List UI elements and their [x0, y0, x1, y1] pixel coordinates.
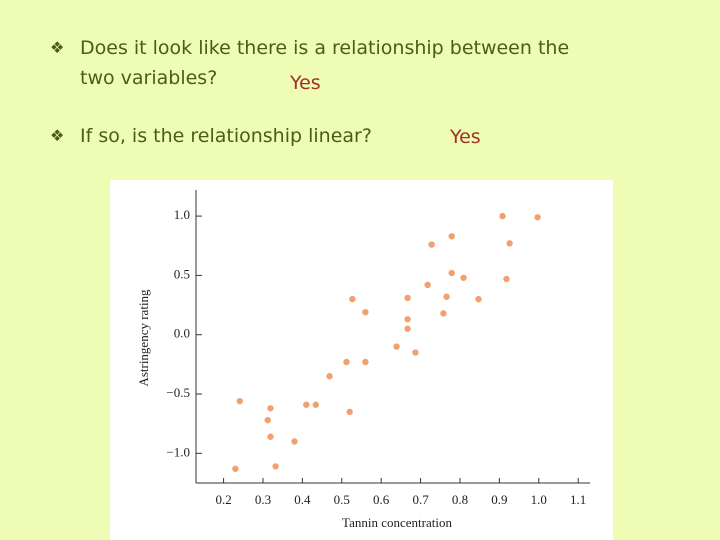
x-tick-label: 0.5: [334, 492, 350, 507]
point: [236, 397, 243, 405]
point: [475, 295, 482, 303]
point: [267, 433, 274, 440]
point: [291, 438, 298, 445]
point: [272, 463, 279, 470]
point: [362, 308, 369, 316]
question-line: If so, is the relationship linear?: [80, 125, 372, 147]
point: [428, 241, 435, 248]
point: [499, 212, 506, 220]
y-tick-label: 0.5: [174, 266, 190, 281]
x-tick-label: 1.1: [570, 492, 586, 507]
x-tick-label: 0.3: [255, 492, 271, 507]
point: [393, 343, 400, 350]
answer: Yes: [450, 126, 481, 148]
y-tick-label: −0.5: [166, 385, 190, 400]
point: [534, 214, 541, 221]
point: [503, 275, 510, 283]
point: [440, 310, 447, 317]
x-tick-label: 0.6: [373, 492, 390, 507]
point: [232, 465, 239, 472]
y-tick-label: 0.0: [174, 326, 190, 341]
point: [404, 325, 411, 332]
question-line: Does it look like there is a relationshi…: [80, 37, 570, 59]
point: [346, 408, 353, 416]
point: [460, 274, 467, 281]
question-line: two variables?: [80, 67, 218, 89]
point: [264, 416, 271, 424]
x-tick-label: 0.7: [412, 492, 429, 507]
point: [303, 401, 310, 408]
point: [267, 405, 274, 412]
point: [326, 373, 333, 380]
y-axis-label: Astringency rating: [136, 289, 151, 387]
x-tick-label: 1.0: [531, 492, 547, 507]
point: [448, 233, 455, 240]
point: [362, 358, 369, 366]
bullet-icon: ❖: [50, 38, 65, 57]
x-tick-label: 0.8: [452, 492, 468, 507]
x-axis-label: Tannin concentration: [342, 515, 452, 530]
point: [349, 295, 356, 303]
bullet-icon: ❖: [50, 126, 65, 145]
point: [443, 293, 450, 300]
point: [412, 349, 419, 356]
point: [343, 358, 350, 366]
answer: Yes: [290, 72, 321, 94]
point: [506, 240, 513, 247]
x-tick-label: 0.2: [215, 492, 231, 507]
point: [404, 294, 411, 302]
y-tick-label: −1.0: [166, 444, 190, 459]
point: [312, 401, 319, 408]
y-tick-label: 1.0: [174, 207, 190, 222]
point: [404, 316, 411, 323]
x-tick-label: 0.9: [491, 492, 507, 507]
point: [448, 269, 455, 277]
chart-background: [110, 180, 613, 540]
point: [424, 281, 431, 289]
x-tick-label: 0.4: [294, 492, 311, 507]
